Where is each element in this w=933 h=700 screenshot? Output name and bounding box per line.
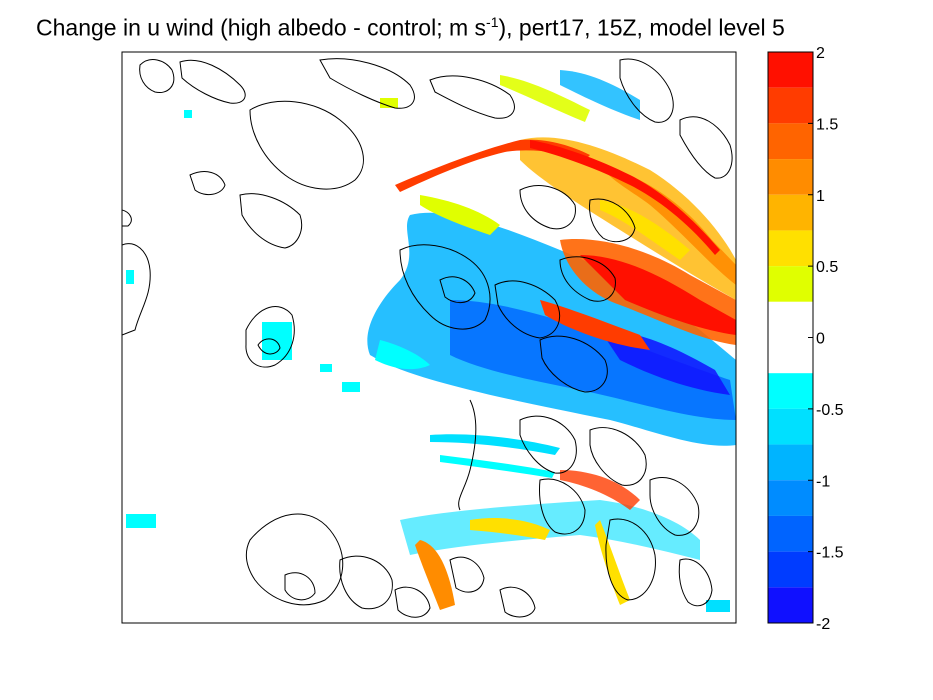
map-panel: [121, 51, 737, 624]
colorbar-bin-13: [768, 551, 813, 588]
colorbar-ticks: 2 1.5 1 0.5 0 -0.5 -1 -1.5 -2: [808, 45, 844, 633]
colorbar-bin-8: [768, 373, 813, 409]
colorbar-bin-9: [768, 408, 813, 445]
colorbar-bin-6: [768, 266, 813, 302]
colorbar-tick-label: 2: [816, 45, 825, 62]
colorbar-tick-label: 0.5: [816, 259, 838, 276]
colorbar-tick-label: 0: [816, 331, 825, 348]
colorbar-bin-4: [768, 194, 813, 231]
colorbar-bin-3: [768, 159, 813, 195]
colorbar-bin-11: [768, 480, 813, 516]
colorbar-bin-14: [768, 587, 813, 623]
colorbar-bin-2: [768, 123, 813, 160]
chart-title: Change in u wind (high albedo - control;…: [36, 14, 785, 42]
title-text: Change in u wind (high albedo - control;…: [36, 14, 487, 41]
colorbar-tick-label: -2: [816, 616, 830, 633]
colorbar-bin-1: [768, 87, 813, 124]
colorbar-tick-label: -1.5: [816, 545, 844, 562]
map-frame: [121, 51, 737, 624]
title-text-rest: ), pert17, 15Z, model level 5: [498, 14, 785, 41]
colorbar-bin-0: [768, 52, 813, 88]
colorbar-tick-label: 1: [816, 188, 825, 205]
colorbar-tick-label: -1: [816, 473, 830, 490]
colorbar-tick-label: 1.5: [816, 116, 838, 133]
colorbar-tick-label: -0.5: [816, 402, 844, 419]
colorbar-bin-7: [768, 301, 813, 374]
colorbar-bin-12: [768, 515, 813, 552]
colorbar-bin-5: [768, 230, 813, 267]
colorbar-bin-10: [768, 444, 813, 481]
colorbar-bins: [768, 52, 813, 623]
colorbar: 2 1.5 1 0.5 0 -0.5 -1 -1.5 -2: [767, 45, 844, 633]
terrain-contours: [122, 58, 733, 618]
title-superscript: -1: [486, 14, 499, 30]
anomaly-field: [126, 70, 736, 612]
